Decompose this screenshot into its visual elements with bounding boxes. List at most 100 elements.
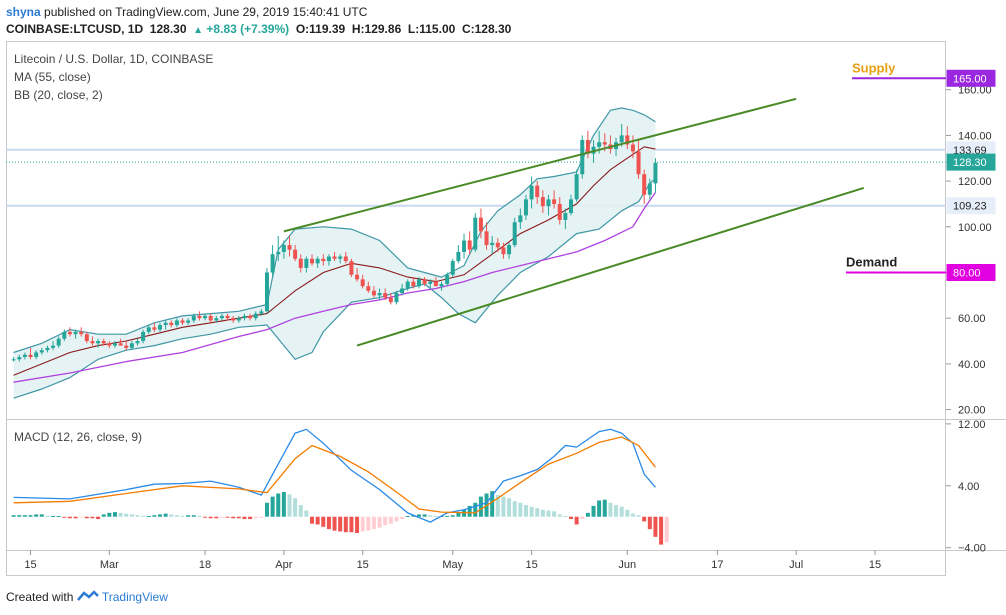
- price-tag-label: 165.00: [953, 73, 987, 85]
- macd-histogram-bar: [535, 508, 540, 517]
- candle-body: [248, 315, 253, 319]
- candle-body: [287, 245, 292, 250]
- candle-body: [636, 151, 641, 175]
- macd-histogram-bar: [73, 516, 78, 519]
- macd-histogram-bar: [293, 498, 298, 517]
- macd-histogram-bar: [287, 494, 292, 517]
- publisher-user[interactable]: shyna: [6, 5, 41, 19]
- macd-histogram-bar: [608, 502, 613, 517]
- price-axis-tick: 40.00: [958, 359, 986, 371]
- macd-histogram-bar: [405, 515, 410, 517]
- candle-body: [540, 197, 545, 207]
- price-tag-label: 80.00: [953, 267, 981, 279]
- candle-body: [394, 293, 399, 303]
- macd-histogram-bar: [28, 515, 33, 517]
- time-axis-tick: May: [442, 559, 463, 571]
- tradingview-brand[interactable]: TradingView: [101, 590, 168, 604]
- candle-body: [512, 222, 517, 246]
- macd-histogram-bar: [180, 515, 185, 517]
- time-axis-tick: 15: [525, 559, 537, 571]
- candle-body: [653, 162, 658, 184]
- macd-histogram-bar: [259, 516, 264, 518]
- pane-separator[interactable]: [6, 419, 1006, 420]
- time-axis-separator: [6, 550, 1006, 551]
- macd-histogram-bar: [625, 509, 630, 517]
- macd-histogram-bar: [101, 514, 106, 517]
- bb-legend[interactable]: BB (20, close, 2): [14, 88, 103, 102]
- candle-body: [270, 254, 275, 273]
- macd-histogram-bar: [383, 516, 388, 526]
- macd-histogram-bar: [236, 516, 241, 519]
- candle-body: [174, 320, 179, 326]
- candle-body: [439, 283, 444, 287]
- last-price: 128.30: [149, 22, 187, 36]
- candle-body: [602, 142, 607, 145]
- candle-body: [259, 311, 264, 314]
- macd-histogram-bar: [540, 509, 545, 517]
- candle-body: [101, 341, 106, 344]
- candle-body: [321, 258, 326, 262]
- time-axis-tick: 17: [711, 559, 723, 571]
- candle-body: [169, 322, 174, 326]
- channel-lower-trendline: [356, 186, 865, 347]
- candle-body: [523, 199, 528, 216]
- close-value: C:128.30: [461, 22, 512, 36]
- macd-histogram-bar: [326, 516, 331, 530]
- candle-body: [377, 293, 382, 296]
- candle-body: [180, 320, 185, 323]
- macd-histogram-bar: [22, 515, 27, 517]
- macd-histogram-bar: [569, 516, 573, 520]
- macd-histogram-bar: [546, 510, 551, 517]
- candle-body: [495, 242, 500, 248]
- candle-body: [163, 322, 168, 326]
- candle-body: [467, 240, 472, 250]
- candle-body: [400, 288, 405, 294]
- main-legend-title[interactable]: Litecoin / U.S. Dollar, 1D, COINBASE: [14, 52, 214, 66]
- time-axis-tick: 15: [24, 559, 36, 571]
- candle-body: [478, 217, 483, 232]
- price-axis-tick: 60.00: [958, 313, 986, 325]
- macd-histogram-bar: [231, 516, 236, 519]
- candle-body: [405, 281, 410, 289]
- candle-body: [264, 272, 269, 312]
- macd-legend[interactable]: MACD (12, 26, close, 9): [14, 430, 143, 444]
- macd-histogram-bar: [270, 496, 275, 517]
- macd-histogram-bar: [146, 515, 151, 517]
- macd-histogram-bar: [478, 496, 483, 517]
- macd-histogram-bar: [163, 513, 168, 517]
- macd-histogram-bar: [11, 515, 16, 517]
- candle-body: [422, 279, 427, 284]
- ma-legend[interactable]: MA (55, close): [14, 70, 91, 84]
- macd-histogram-bar: [388, 516, 393, 524]
- macd-histogram-bar: [422, 514, 427, 517]
- macd-histogram-bar: [349, 516, 354, 533]
- macd-histogram-bar: [67, 516, 72, 519]
- candle-body: [383, 293, 388, 298]
- candle-body: [310, 258, 315, 264]
- macd-histogram-bar: [79, 516, 84, 518]
- time-axis-tick: Jul: [789, 559, 803, 571]
- candle-body: [225, 315, 230, 319]
- candle-body: [388, 297, 393, 303]
- macd-histogram-bar: [416, 514, 421, 517]
- macd-histogram-bar: [653, 516, 658, 537]
- candle-body: [242, 315, 247, 319]
- macd-histogram-bar: [473, 502, 478, 517]
- macd-histogram-bar: [664, 516, 669, 543]
- candle-body: [124, 345, 129, 348]
- macd-signal-line: [13, 436, 656, 514]
- candle-body: [107, 343, 112, 346]
- candle-body: [546, 199, 551, 207]
- candle-body: [619, 135, 624, 143]
- macd-histogram-bar: [456, 512, 461, 517]
- candle-body: [112, 343, 117, 346]
- candle-body: [304, 258, 309, 268]
- candle-body: [141, 331, 146, 342]
- candle-body: [214, 318, 219, 321]
- macd-histogram-bar: [169, 514, 174, 517]
- price-axis-tick: 100.00: [958, 222, 992, 234]
- macd-histogram-bar: [602, 499, 607, 517]
- macd-histogram-bar: [152, 515, 157, 517]
- candle-body: [428, 281, 433, 284]
